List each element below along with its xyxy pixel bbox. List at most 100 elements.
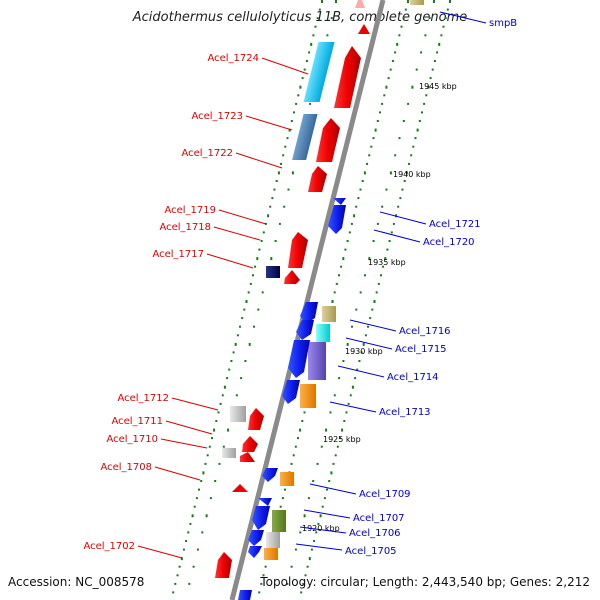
tick-dot [294, 548, 297, 551]
tick-dot [381, 102, 384, 105]
gene-arrow-acel-1715[interactable] [296, 320, 314, 340]
leader-line [299, 526, 347, 534]
tick-dot [252, 274, 254, 277]
gene-box-acel-1715[interactable] [316, 324, 330, 342]
gene-arrow-acel-1709[interactable] [262, 468, 278, 482]
gene-arrow[interactable] [238, 590, 252, 600]
gene-label-acel-1711[interactable]: Acel_1711 [111, 416, 163, 427]
gene-arrow-acel-1705[interactable] [248, 546, 262, 558]
tick-dot [348, 231, 351, 234]
tick-dot [376, 222, 379, 225]
tick-dot [213, 428, 216, 432]
leader-line [439, 11, 487, 24]
gene-arrow-acel-1711[interactable] [242, 436, 258, 452]
tick-dot [368, 154, 371, 157]
gene-box-smpb[interactable] [410, 0, 424, 5]
gene-arrow-acel-1713[interactable] [282, 380, 300, 404]
tick-dot [377, 282, 380, 285]
gene-arrow-acel-1706[interactable] [248, 530, 264, 546]
gene-label-acel-1719[interactable]: Acel_1719 [164, 205, 216, 216]
tick-dot [359, 188, 362, 191]
tick-dot [384, 257, 387, 261]
gene-label-acel-1717[interactable]: Acel_1717 [152, 249, 204, 260]
tick-dot [172, 591, 175, 594]
tick-dot [357, 197, 360, 200]
tick-dot [408, 162, 410, 165]
tick-dot [286, 582, 289, 585]
gene-label-acel-1722[interactable]: Acel_1722 [181, 148, 233, 159]
tick-dot [310, 548, 313, 551]
gene-label-acel-1709[interactable]: Acel_1709 [359, 489, 411, 500]
tick-dot [256, 257, 259, 261]
gene-arrow-acel-1722[interactable] [308, 166, 327, 192]
gene-arrow-acel-1712[interactable] [248, 408, 264, 430]
gene-label-acel-1724[interactable]: Acel_1724 [207, 53, 259, 64]
tick-dot [420, 51, 423, 54]
gene-arrow[interactable] [358, 24, 370, 34]
gene-label-acel-1710[interactable]: Acel_1710 [106, 434, 158, 445]
gene-box-acel-1714[interactable] [308, 342, 326, 380]
tick-dot [399, 197, 402, 200]
leader-line [154, 466, 201, 481]
tick-dot [320, 445, 323, 448]
gene-box-acel-1705[interactable] [264, 548, 278, 560]
tick-dot [258, 591, 261, 594]
gene-box-acel-1723a[interactable] [292, 114, 318, 160]
leader-line [345, 337, 393, 350]
tick-dot [204, 462, 207, 465]
gene-label-acel-1707[interactable]: Acel_1707 [353, 513, 405, 524]
tick-dot [343, 420, 346, 422]
gene-arrow-acel-1702[interactable] [215, 552, 232, 578]
gene-box-acel-1706[interactable] [266, 532, 280, 548]
gene-arrow[interactable] [355, 0, 365, 8]
tick-dot [211, 437, 213, 440]
gene-arrow-acel-1707[interactable] [252, 506, 270, 530]
gene-arrow-acel-1720[interactable] [333, 198, 346, 205]
gene-arrow[interactable] [258, 498, 272, 506]
gene-box-acel-1724a[interactable] [303, 42, 335, 102]
gene-arrow-acel-1724[interactable] [334, 46, 361, 108]
gene-box-acel-1712a[interactable] [230, 406, 246, 422]
tick-dot [240, 377, 243, 380]
gene-box-acel-1716[interactable] [322, 306, 336, 322]
gene-box-acel-1709[interactable] [280, 472, 294, 486]
gene-label-acel-1716[interactable]: Acel_1716 [399, 326, 451, 337]
gene-arrow-acel-1708[interactable] [232, 484, 248, 492]
tick-dot [261, 291, 264, 294]
gene-label-acel-1706[interactable]: Acel_1706 [349, 528, 401, 539]
gene-label-acel-1702[interactable]: Acel_1702 [83, 541, 135, 552]
gene-arrow-acel-1718[interactable] [284, 270, 300, 284]
gene-label-acel-1720[interactable]: Acel_1720 [423, 237, 475, 248]
gene-label-acel-1714[interactable]: Acel_1714 [387, 372, 439, 383]
gene-box-acel-1707[interactable] [272, 510, 286, 532]
tick-dot [389, 171, 392, 175]
gene-label-acel-1723[interactable]: Acel_1723 [191, 111, 243, 122]
gene-label-acel-1715[interactable]: Acel_1715 [395, 344, 447, 355]
gene-box-acel-1710a[interactable] [222, 448, 236, 458]
forward-strand-genes [215, 0, 370, 578]
gene-label-acel-1708[interactable]: Acel_1708 [100, 462, 152, 473]
gene-arrow-acel-1714[interactable] [288, 340, 310, 378]
tick-dot [396, 42, 399, 46]
tick-dot [297, 437, 299, 440]
gene-label-acel-1721[interactable]: Acel_1721 [429, 219, 481, 230]
gene-label-smpb[interactable]: smpB [489, 18, 517, 29]
gene-label-acel-1712[interactable]: Acel_1712 [117, 393, 169, 404]
tick-dot [392, 222, 395, 225]
tick-dot [302, 582, 305, 585]
tick-dot [382, 265, 385, 268]
gene-arrow-acel-1719[interactable] [288, 232, 308, 268]
gene-arrow-acel-1716[interactable] [300, 302, 318, 324]
gene-arrow-acel-1710[interactable] [240, 452, 255, 462]
gene-box-acel-1713[interactable] [300, 384, 316, 408]
tick-dot [431, 68, 434, 71]
gene-arrow-acel-1721[interactable] [328, 205, 346, 234]
gene-label-acel-1705[interactable]: Acel_1705 [345, 546, 397, 557]
gene-box-acel-1717[interactable] [266, 266, 280, 278]
gene-arrow-acel-1723[interactable] [316, 118, 340, 162]
tick-dot [254, 265, 257, 268]
gene-label-acel-1718[interactable]: Acel_1718 [159, 222, 211, 233]
gene-label-acel-1713[interactable]: Acel_1713 [379, 407, 431, 418]
tick-dot [338, 377, 341, 380]
